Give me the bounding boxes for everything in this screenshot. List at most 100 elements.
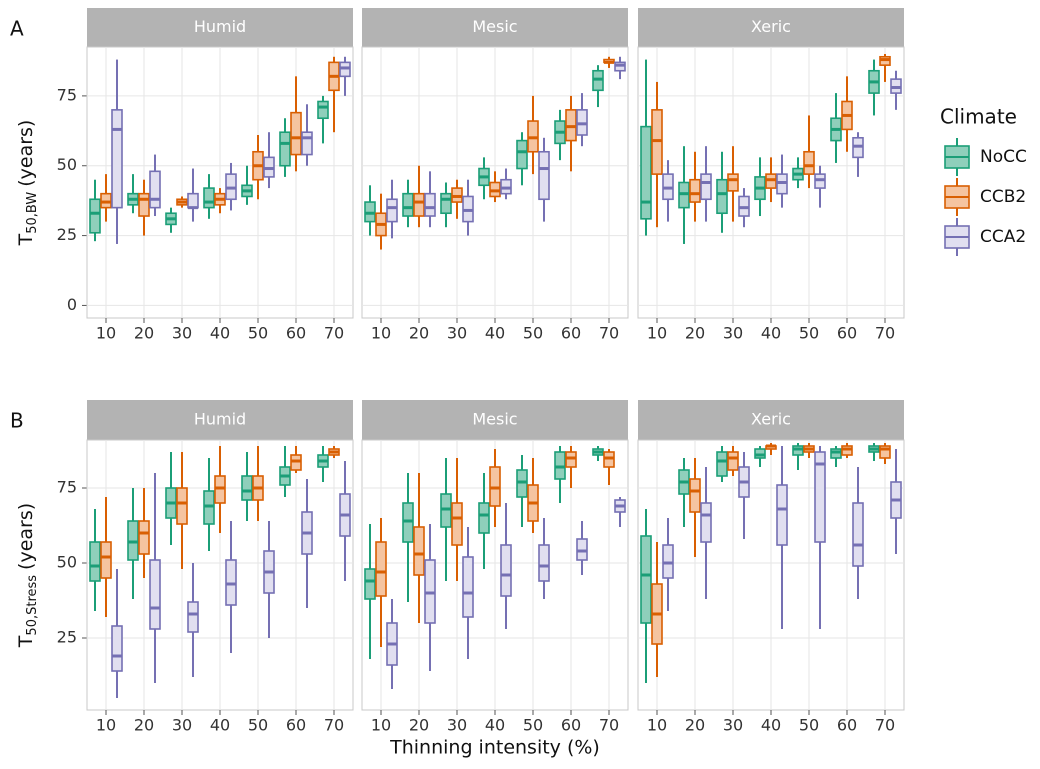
x-tick-label: 50 [248, 716, 268, 735]
legend-title: Climate [940, 105, 1017, 129]
x-tick-label: 10 [371, 716, 391, 735]
x-tick-label: 10 [647, 716, 667, 735]
strip-title: Xeric [751, 17, 791, 36]
y-axis-title: T50,BW (years) [15, 120, 40, 247]
box [700, 173, 712, 201]
y-tick-label: 0 [67, 295, 77, 314]
box [413, 526, 425, 576]
y-tick-label: 75 [57, 478, 77, 497]
y-axis-title-part: 50,BW [25, 192, 40, 234]
box [716, 451, 728, 477]
box [727, 173, 739, 192]
x-tick-label: 10 [96, 716, 116, 735]
x-tick-label: 30 [723, 716, 743, 735]
box [149, 559, 161, 630]
box [716, 178, 728, 215]
x-tick-label: 40 [485, 716, 505, 735]
box [375, 541, 387, 597]
x-tick-label: 20 [409, 324, 429, 343]
box [640, 535, 652, 624]
box [138, 192, 150, 217]
x-tick-label: 10 [647, 324, 667, 343]
box [814, 451, 826, 543]
box [176, 487, 188, 525]
y-axis-title-part: (years) [15, 503, 37, 570]
legend-label: CCA2 [980, 227, 1026, 247]
x-tick-label: 20 [409, 716, 429, 735]
strip [87, 8, 353, 47]
box [89, 541, 101, 582]
box [689, 178, 701, 203]
box [413, 192, 425, 217]
strip-title: Mesic [472, 17, 517, 36]
box [317, 100, 329, 120]
box [100, 541, 112, 579]
box [538, 544, 550, 582]
strip [638, 8, 904, 47]
x-tick-label: 50 [248, 324, 268, 343]
strip [638, 400, 904, 440]
y-axis-title-part: 50,Stress [25, 575, 40, 636]
box [640, 125, 652, 220]
x-tick-label: 70 [875, 324, 895, 343]
strip-title: Humid [194, 410, 246, 429]
x-tick-label: 70 [599, 324, 619, 343]
strip-title: Mesic [472, 410, 517, 429]
box [700, 502, 712, 543]
box [727, 451, 739, 471]
x-tick-label: 50 [523, 716, 543, 735]
box [203, 187, 215, 209]
y-tick-label: 50 [57, 553, 77, 572]
y-axis-title-part: (years) [15, 120, 37, 187]
strip [362, 400, 628, 440]
x-tick-label: 70 [599, 716, 619, 735]
box [111, 109, 123, 209]
box [451, 502, 463, 546]
strip [362, 8, 628, 47]
box [364, 568, 376, 600]
x-tick-label: 30 [447, 716, 467, 735]
y-tick-label: 75 [57, 85, 77, 104]
y-axis-title-part: T [15, 635, 37, 648]
strip-title: Xeric [751, 410, 791, 429]
y-axis-title-part: T [15, 233, 37, 246]
x-tick-label: 10 [96, 324, 116, 343]
box [424, 192, 436, 217]
x-tick-label: 60 [837, 324, 857, 343]
x-tick-label: 60 [286, 716, 306, 735]
box [187, 601, 199, 633]
box [187, 192, 199, 209]
x-tick-label: 60 [286, 324, 306, 343]
box [241, 475, 253, 501]
x-tick-label: 40 [210, 324, 230, 343]
x-tick-label: 40 [761, 716, 781, 735]
x-axis-title: Thinning intensity (%) [389, 737, 600, 759]
x-tick-label: 40 [485, 324, 505, 343]
box [516, 139, 528, 170]
x-tick-label: 50 [523, 324, 543, 343]
box [440, 192, 452, 215]
box [149, 170, 161, 209]
box [803, 150, 815, 175]
x-tick-label: 60 [837, 716, 857, 735]
x-tick-label: 20 [134, 324, 154, 343]
x-tick-label: 20 [134, 716, 154, 735]
x-tick-label: 20 [685, 716, 705, 735]
box [500, 544, 512, 597]
box [689, 478, 701, 513]
box [879, 445, 891, 459]
panel-label: B [10, 409, 24, 433]
y-tick-label: 25 [57, 628, 77, 647]
box [386, 198, 398, 223]
box [462, 556, 474, 618]
x-tick-label: 50 [799, 324, 819, 343]
strip [87, 400, 353, 440]
x-tick-label: 50 [799, 716, 819, 735]
box [478, 502, 490, 534]
box [89, 198, 101, 234]
panel-label: A [10, 17, 24, 41]
y-tick-label: 25 [57, 225, 77, 244]
x-tick-label: 40 [210, 716, 230, 735]
legend-label: CCB2 [980, 187, 1026, 207]
